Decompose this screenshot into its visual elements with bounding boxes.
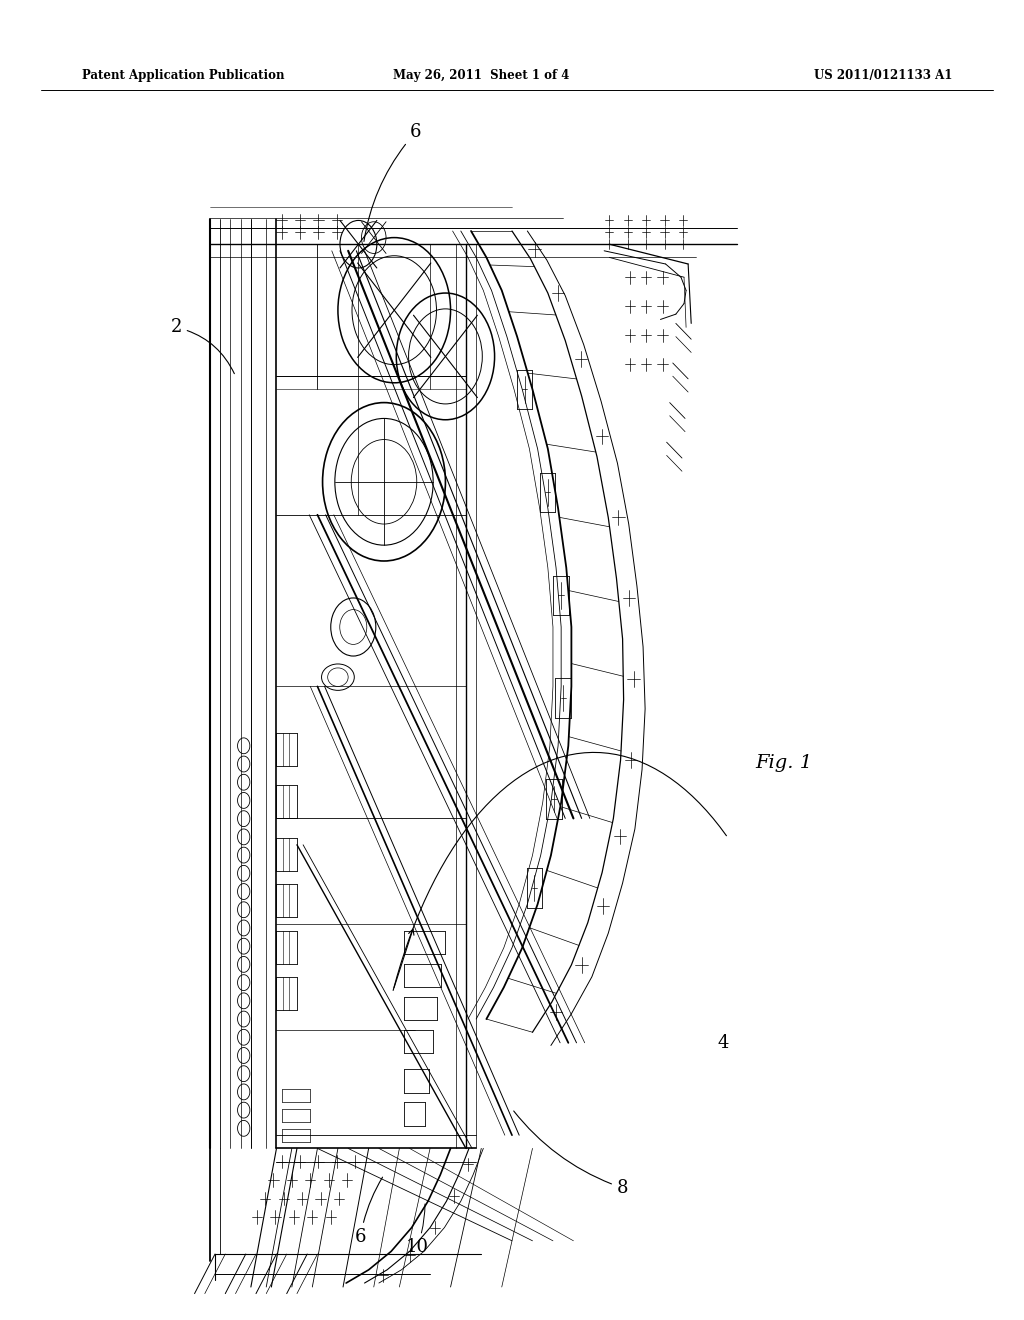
Text: 10: 10 [406, 1204, 428, 1257]
Text: May 26, 2011  Sheet 1 of 4: May 26, 2011 Sheet 1 of 4 [393, 69, 569, 82]
Text: Patent Application Publication: Patent Application Publication [82, 69, 285, 82]
Text: 8: 8 [514, 1111, 629, 1197]
Text: Fig. 1: Fig. 1 [755, 754, 812, 772]
Text: 6: 6 [364, 123, 422, 242]
Text: US 2011/0121133 A1: US 2011/0121133 A1 [814, 69, 952, 82]
Text: 4: 4 [717, 1034, 729, 1052]
Text: 6: 6 [354, 1177, 383, 1246]
Text: 2: 2 [170, 318, 234, 374]
